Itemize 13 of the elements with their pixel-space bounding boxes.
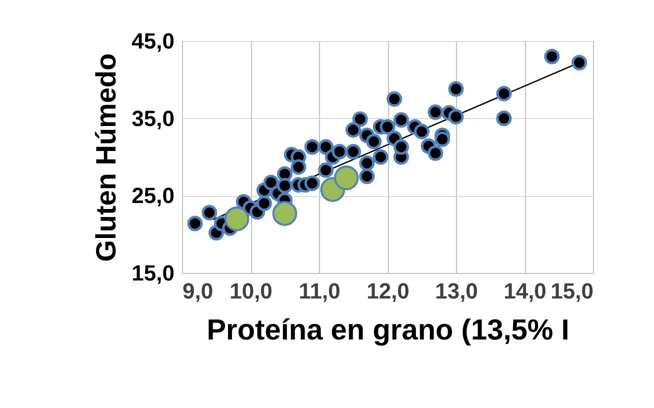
x-tick-label: 11,0 xyxy=(298,278,340,304)
y-tick-label: 25,0 xyxy=(132,183,174,208)
x-tick-label: 12,0 xyxy=(366,278,410,304)
y-tick-label: 35,0 xyxy=(132,106,174,131)
x-axis-title: Proteína en grano (13,5% I xyxy=(206,314,570,346)
x-tick-label: 13,0 xyxy=(435,278,478,304)
x-tick-label: 10,0 xyxy=(230,278,272,304)
x-tick-label: 9,0 xyxy=(182,278,214,304)
y-tick-label: 45,0 xyxy=(132,28,174,54)
x-tick-label: 15,0 xyxy=(550,278,594,304)
y-tick-label: 15,0 xyxy=(132,260,174,286)
y-axis-title: Gluten Húmedo xyxy=(90,53,122,262)
x-tick-label: 14,0 xyxy=(504,278,546,304)
